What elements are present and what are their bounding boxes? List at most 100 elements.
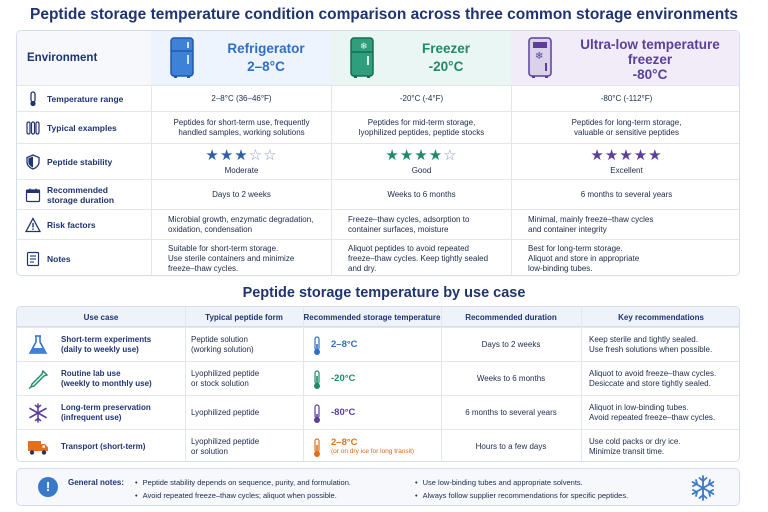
thermometer-icon — [314, 370, 320, 389]
line: Peptides for mid-term storage, — [367, 117, 476, 127]
row-label: Risk factors — [47, 219, 96, 230]
shield-icon — [26, 153, 40, 170]
header-recommendations: Key recommendations — [618, 312, 704, 322]
line: Best for long-term storage. — [528, 243, 623, 253]
line: Short-term experiments — [61, 335, 152, 344]
row-risk-factors: Risk factors Microbial growth, enzymatic… — [17, 209, 739, 239]
cell-value: Days to 2 weeks — [151, 180, 331, 209]
cell-value: Peptides for long-term storage, valuable … — [511, 112, 739, 143]
environment-header: Environment — [17, 31, 151, 85]
cell-value: ★★★★☆ Good — [331, 144, 511, 179]
refrigerator-icon — [170, 37, 194, 78]
cell-value: ★★★★★ Excellent — [511, 144, 739, 179]
cell-value: Minimal, mainly freeze–thaw cycles and co… — [511, 210, 739, 239]
ultra-low-freezer-header: ❄ Ultra-low temperature freezer -80°C — [511, 31, 739, 85]
temperature-value: -80°C — [331, 407, 356, 418]
row-peptide-stability: Peptide stability ★★★☆☆ Moderate ★★★★☆ Goo… — [17, 143, 739, 179]
temperature-note: (or on dry ice for long transit) — [331, 448, 415, 455]
use-case-cell: Routine lab use (weekly to monthly use) — [61, 362, 181, 396]
snowflake-icon — [691, 475, 715, 501]
line: low-binding tubes. — [528, 263, 593, 273]
line: Peptides for short-term use, frequently — [173, 117, 310, 127]
line: Aliquot and store in appropriate — [528, 253, 640, 263]
form-cell: Lyophilized peptide or solution — [185, 430, 295, 461]
line: or solution — [191, 447, 228, 456]
recommendation-cell: Keep sterile and tightly sealed. Use fres… — [589, 328, 739, 362]
line: Aliquot to avoid freeze–thaw cycles. — [589, 369, 717, 378]
cell-value: 2–8°C (36–46°F) — [151, 86, 331, 111]
star-filled-icon: ★ — [414, 146, 429, 164]
star-filled-icon: ★ — [399, 146, 415, 164]
header-temperature: Recommended storage temperature — [303, 312, 441, 322]
cell-value: Suitable for short-term storage. Use ster… — [151, 240, 331, 275]
line: Lyophilized peptide — [191, 437, 260, 446]
note-item: Use low-binding tubes and appropriate so… — [415, 478, 583, 487]
test-tubes-icon — [26, 120, 40, 135]
line: Routine lab use — [61, 369, 121, 378]
header-form: Typical peptide form — [205, 312, 283, 322]
freezer-icon: ❄ — [350, 37, 374, 78]
star-empty-icon: ☆ — [263, 146, 278, 164]
cell-value: -80°C (-112°F) — [511, 86, 739, 111]
table-row: Long-term preservation (infrequent use) L… — [17, 395, 739, 430]
form-cell: Lyophilized peptide or stock solution — [185, 362, 295, 396]
cell-value: Aliquot peptides to avoid repeated freeze… — [331, 240, 511, 275]
note-item: Avoid repeated freeze–thaw cycles; aliqu… — [135, 491, 337, 500]
header-duration: Recommended duration — [465, 312, 557, 322]
temperature-value: 2–8°C — [331, 437, 358, 448]
star-filled-icon: ★ — [385, 146, 400, 164]
refrigerator-header: Refrigerator 2–8°C — [151, 31, 331, 85]
thermometer-icon — [314, 438, 320, 457]
line: Aliquot peptides to avoid repeated — [348, 243, 469, 253]
freezer-header: ❄ Freezer -20°C — [331, 31, 511, 85]
line: Peptide solution — [191, 335, 248, 344]
row-typical-examples: Typical examples Peptides for short-term… — [17, 111, 739, 143]
column-divider — [441, 307, 442, 461]
star-filled-icon: ★ — [219, 146, 235, 164]
flask-icon — [28, 335, 48, 354]
note-item: Peptide stability depends on sequence, p… — [135, 478, 351, 487]
line: Recommended — [47, 184, 108, 195]
thermometer-icon — [30, 90, 36, 106]
line: lyophilized peptides, peptide stocks — [358, 127, 485, 137]
star-filled-icon: ★ — [205, 146, 220, 164]
line: and dry. — [348, 263, 377, 273]
line: Desiccate and store tightly sealed. — [589, 379, 711, 388]
temperature-cell: 2–8°C — [331, 328, 441, 362]
thermometer-icon — [314, 404, 320, 423]
line: (weekly to monthly use) — [61, 379, 152, 388]
stability-rating: Excellent — [610, 165, 643, 175]
star-filled-icon: ★ — [590, 146, 605, 164]
row-recommended-duration: Recommended storage duration Days to 2 we… — [17, 179, 739, 209]
line: Aliquot in low-binding tubes. — [589, 403, 689, 412]
line: Freeze–thaw cycles, adsorption to — [348, 214, 470, 224]
line: (working solution) — [191, 345, 254, 354]
temperature-cell: 2–8°C (or on dry ice for long transit) — [331, 430, 441, 461]
line: Minimize transit time. — [589, 447, 665, 456]
cell-value: Microbial growth, enzymatic degradation,… — [151, 210, 331, 239]
duration-cell: Days to 2 weeks — [481, 340, 541, 349]
star-empty-icon: ☆ — [248, 146, 264, 164]
stability-stars: ★★★☆☆ — [205, 148, 277, 163]
temperature-value: -20°C — [331, 373, 356, 384]
refrigerator-temp: 2–8°C — [247, 59, 285, 74]
line: or stock solution — [191, 379, 249, 388]
snowflake-icon — [29, 403, 47, 423]
row-label: Recommended storage duration — [17, 180, 151, 209]
header-use-case: Use case — [83, 312, 119, 322]
recommendation-cell: Aliquot to avoid freeze–thaw cycles. Desi… — [589, 362, 739, 396]
star-filled-icon: ★ — [604, 146, 620, 164]
line: Microbial growth, enzymatic degradation, — [168, 214, 314, 224]
recommendation-cell: Aliquot in low-binding tubes. Avoid repea… — [589, 396, 739, 430]
line: valuable or sensitive peptides — [574, 127, 679, 137]
cell-value: -20°C (-4°F) — [331, 86, 511, 111]
stability-rating: Moderate — [224, 165, 259, 175]
line: Peptides for long-term storage, — [571, 117, 682, 127]
ultra-low-freezer-name: Ultra-low temperature freezer — [580, 37, 720, 67]
line: freeze–thaw cycles. Keep tightly sealed — [348, 253, 489, 263]
line: Use sterile containers and minimize — [168, 253, 295, 263]
warning-icon — [25, 216, 41, 232]
environment-label: Environment — [27, 52, 98, 64]
star-filled-icon: ★ — [428, 146, 444, 164]
thermometer-icon — [314, 336, 320, 355]
